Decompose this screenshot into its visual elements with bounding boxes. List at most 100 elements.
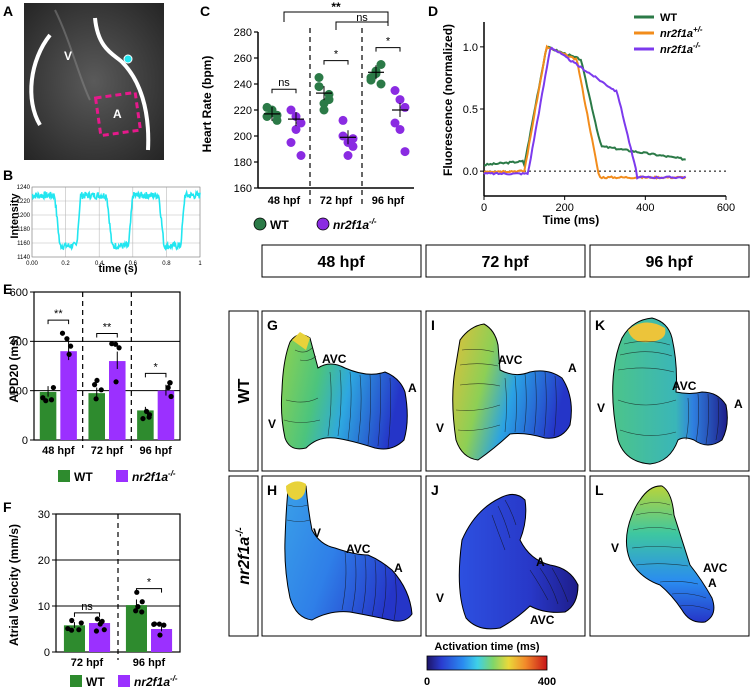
c-overall-label: ** xyxy=(331,0,341,14)
d-xtick: 0 xyxy=(481,202,487,214)
b-xtick: 0.00 xyxy=(26,261,38,267)
b-xtick: 0.8 xyxy=(162,261,171,267)
c-sig-bracket xyxy=(271,88,297,94)
bar-point xyxy=(93,628,100,634)
intensity-trace xyxy=(31,189,201,252)
panel-label-c: C xyxy=(200,3,210,19)
b-xtick: 0.6 xyxy=(129,261,138,267)
c-overall-label-2: ns xyxy=(356,12,368,24)
bar xyxy=(60,351,77,440)
bar-point xyxy=(113,379,119,385)
map-h-heart xyxy=(284,483,413,622)
h-label-a: A xyxy=(394,561,403,575)
c-point xyxy=(348,141,358,151)
bar-point xyxy=(157,632,163,638)
bar-point xyxy=(139,609,145,615)
c-point xyxy=(296,151,306,160)
legend-mut-marker xyxy=(316,217,330,231)
col-header-72: 72 hpf xyxy=(481,254,529,271)
bar-point xyxy=(99,618,105,624)
h-label-avc: AVC xyxy=(346,542,371,556)
b-ytick: 1220 xyxy=(17,199,31,205)
b-xtick: 0.2 xyxy=(61,261,70,267)
map-g-heart xyxy=(280,334,408,450)
bar-point xyxy=(109,341,115,347)
c-ytick: 160 xyxy=(234,183,252,195)
k-label-v: V xyxy=(597,401,605,415)
bar-sig-bracket xyxy=(73,612,101,617)
c-overall-bracket-2 xyxy=(335,21,389,30)
e-legend: WT nr2f1a-/- xyxy=(58,469,176,484)
j-label-v: V xyxy=(436,591,444,605)
bar-point xyxy=(78,620,84,626)
f-legend: WT nr2f1a-/- xyxy=(70,674,178,689)
bar-sig-bracket xyxy=(96,332,118,338)
panel-label-g: G xyxy=(267,317,278,333)
k-label-a: A xyxy=(734,397,743,411)
col-header-48: 48 hpf xyxy=(317,254,365,271)
bar-point xyxy=(167,380,173,386)
k-label-avc: AVC xyxy=(672,379,697,393)
b-xtick: 1 xyxy=(198,261,202,267)
bar-ytick: 10 xyxy=(38,601,50,613)
bar-sig-label: ** xyxy=(54,308,63,320)
atrium-outline xyxy=(93,17,151,151)
bar-point xyxy=(68,627,75,633)
g-label-a: A xyxy=(408,381,417,395)
bar-point xyxy=(59,330,66,336)
legend-wt-marker xyxy=(253,217,267,231)
atrium-roi xyxy=(93,90,143,138)
b-ytick: 1200 xyxy=(17,213,31,219)
bar-ytick: 0 xyxy=(22,435,28,447)
bar-frame xyxy=(33,291,181,441)
c-point xyxy=(319,105,329,115)
bar-point xyxy=(69,617,75,624)
d-ytick: 1.0 xyxy=(463,42,478,54)
bar-point xyxy=(64,336,70,342)
colorbar-label: Activation time (ms) xyxy=(434,641,539,653)
l-label-v: V xyxy=(611,541,619,555)
b-ytick: 1180 xyxy=(17,227,31,233)
bar xyxy=(89,623,111,652)
f-legend-mut: nr2f1a-/- xyxy=(134,674,178,689)
c-point xyxy=(286,138,296,147)
panel-label-f: F xyxy=(3,499,12,515)
bar-sig-bracket xyxy=(135,588,163,593)
bar xyxy=(157,390,175,440)
f-legend-wt: WT xyxy=(86,675,105,689)
c-point xyxy=(338,131,348,141)
bar-xtick: 72 hpf xyxy=(71,657,104,669)
c-sig-label: ns xyxy=(278,77,290,89)
c-point xyxy=(286,105,296,115)
bar xyxy=(88,393,105,440)
d-ylabel: Fluorescence (normalized) xyxy=(441,24,455,176)
c-xtick: 48 hpf xyxy=(268,195,301,207)
panel-label-l: L xyxy=(595,482,604,498)
panel-label-j: J xyxy=(431,482,439,498)
row-header-mut: nr2f1a-/- xyxy=(235,527,253,585)
bar-point xyxy=(101,627,107,633)
d-xtick: 200 xyxy=(555,202,573,214)
bar-point xyxy=(43,398,49,404)
bar-point xyxy=(151,621,158,627)
bar-ytick: 400 xyxy=(10,336,28,348)
c-point xyxy=(348,134,358,144)
bar-xtick: 96 hpf xyxy=(133,657,166,669)
bar-xtick: 48 hpf xyxy=(42,445,75,457)
d-series-mut xyxy=(483,46,686,180)
e-legend-wt: WT xyxy=(74,470,93,484)
b-ytick: 1240 xyxy=(17,185,31,191)
bar-sig-bracket xyxy=(47,319,70,325)
label-v: V xyxy=(64,49,72,63)
j-label-avc: AVC xyxy=(530,613,555,627)
c-ytick: 280 xyxy=(234,27,252,39)
bar-point xyxy=(133,608,139,614)
c-sig-label: * xyxy=(334,49,339,61)
c-overall-bracket xyxy=(283,11,389,22)
e-ylabel: APD20 (ms) xyxy=(7,335,21,402)
legend-wt-label: WT xyxy=(270,218,289,232)
panel-label-b: B xyxy=(3,167,13,183)
bar-point xyxy=(161,622,167,628)
